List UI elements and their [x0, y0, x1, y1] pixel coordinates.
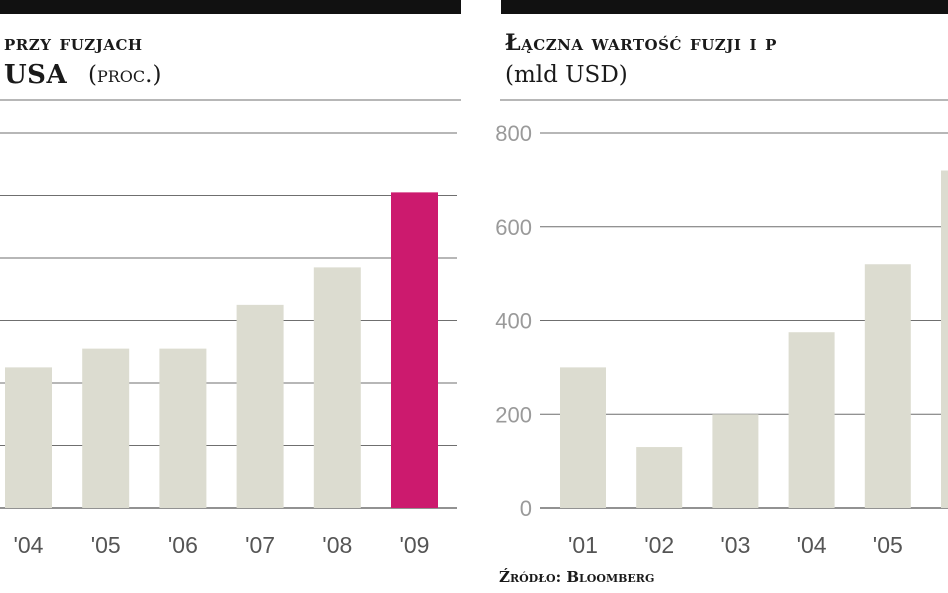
- x-tick-label: '05: [91, 532, 121, 558]
- y-tick-label: 600: [495, 215, 532, 240]
- x-tick-label: '06: [168, 532, 198, 558]
- x-tick-label: '08: [322, 532, 352, 558]
- left-chart-unit: (proc.): [88, 62, 162, 88]
- right-chart-unit: (mld USD): [505, 62, 628, 88]
- x-tick-label: '04: [797, 532, 827, 558]
- left-bar-chart: '04 '05 '06 '07 '08 '09: [0, 99, 461, 558]
- y-tick-label: 400: [495, 309, 532, 334]
- y-tick-label: 0: [520, 496, 532, 521]
- x-tick-label: '03: [720, 532, 750, 558]
- bar: [636, 447, 683, 508]
- bar: [391, 192, 438, 508]
- x-tick-label: '02: [644, 532, 674, 558]
- bar: [82, 348, 130, 508]
- bar-partial: [941, 170, 948, 508]
- bar: [560, 367, 606, 508]
- x-tick-label: '09: [400, 532, 430, 558]
- bar: [5, 367, 52, 508]
- left-chart-title-bold: USA: [4, 60, 68, 90]
- x-tick-label: '01: [568, 532, 598, 558]
- y-tick-label: 800: [495, 121, 532, 146]
- bar: [712, 414, 759, 508]
- y-tick-label: 200: [495, 402, 532, 427]
- bar: [788, 332, 835, 508]
- x-tick-label: '07: [245, 532, 275, 558]
- right-chart-title-line1: Łączna wartość fuzji i p: [505, 30, 777, 56]
- x-tick-label: '05: [873, 532, 903, 558]
- bar: [159, 348, 207, 508]
- source-note: Źródło: Bloomberg: [499, 568, 655, 586]
- left-chart-title-line1: przy fuzjach: [4, 30, 143, 56]
- bar: [313, 267, 361, 508]
- x-tick-label: '04: [14, 532, 44, 558]
- right-bar-chart: 0 200 400 600 800 '01 '02 '03 '04 '05: [495, 99, 948, 558]
- bar: [864, 264, 911, 508]
- bar: [236, 304, 284, 508]
- right-header-bar: [501, 0, 948, 14]
- left-header-bar: [0, 0, 461, 14]
